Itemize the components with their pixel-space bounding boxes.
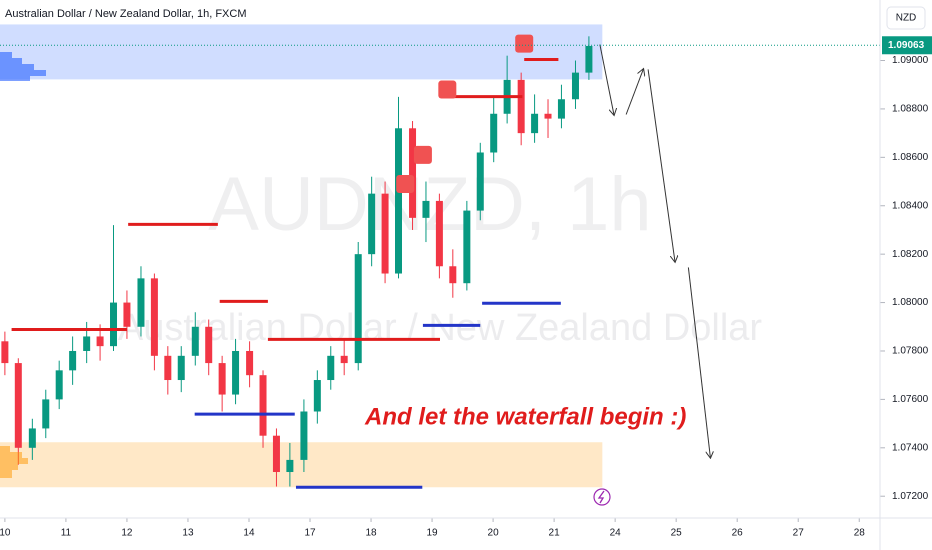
x-tick-label: 25 xyxy=(671,528,683,539)
last-price-label: 1.09063 xyxy=(888,40,925,51)
candle-body xyxy=(259,375,267,436)
x-tick-label: 21 xyxy=(549,528,561,539)
y-tick-label: 1.07400 xyxy=(892,442,929,453)
marker xyxy=(396,174,415,193)
annotation: And let the waterfall begin :) xyxy=(364,403,686,430)
candle-body xyxy=(286,459,294,473)
x-tick-label: 27 xyxy=(793,528,805,539)
last-price-box xyxy=(882,36,932,55)
marker xyxy=(515,34,534,53)
candle-body xyxy=(531,113,539,134)
candle-body xyxy=(272,435,280,473)
candle-body xyxy=(557,99,565,119)
candle-body xyxy=(1,341,9,364)
candle-body xyxy=(585,45,593,73)
y-tick-label: 1.08600 xyxy=(892,152,929,163)
candle-body xyxy=(123,302,131,327)
candle-body xyxy=(83,336,91,351)
marker xyxy=(413,145,432,164)
candle-body xyxy=(395,128,403,274)
watermark: AUDNZD, 1h xyxy=(208,162,651,247)
x-tick-label: 17 xyxy=(304,528,316,539)
projection-arrow xyxy=(599,44,614,115)
candle-body xyxy=(110,302,118,347)
y-tick-label: 1.07200 xyxy=(892,491,929,502)
event-icon[interactable] xyxy=(593,488,611,506)
candle-body xyxy=(490,113,498,153)
candle-body xyxy=(571,72,579,100)
candle-body xyxy=(232,350,240,395)
currency-button[interactable] xyxy=(886,6,926,30)
candle-body xyxy=(327,355,335,381)
candle-body xyxy=(177,355,185,381)
candle-body xyxy=(69,350,77,371)
y-tick-label: 1.08200 xyxy=(892,249,929,260)
candle-body xyxy=(300,411,308,460)
y-tick-label: 1.07800 xyxy=(892,346,929,357)
candle-body xyxy=(55,370,63,400)
volume-profile xyxy=(0,52,46,81)
candle-body xyxy=(381,193,389,274)
x-tick-label: 14 xyxy=(243,528,255,539)
candle-body xyxy=(14,363,22,448)
candle-body xyxy=(150,278,158,356)
chart-title: Australian Dollar / New Zealand Dollar, … xyxy=(5,8,246,20)
candle-body xyxy=(368,193,376,255)
candle-body xyxy=(422,200,430,218)
x-tick-label: 18 xyxy=(365,528,377,539)
currency-label: NZD xyxy=(896,13,917,24)
candle-body xyxy=(354,254,362,364)
x-tick-label: 19 xyxy=(427,528,439,539)
projection-arrow xyxy=(625,69,643,115)
candle-body xyxy=(313,380,321,412)
candle-body xyxy=(340,355,348,364)
candle-body xyxy=(96,336,104,347)
x-tick-label: 10 xyxy=(0,528,11,539)
projection-arrow xyxy=(687,267,710,457)
y-tick-label: 1.08800 xyxy=(892,104,929,115)
candle-body xyxy=(449,266,457,284)
candle-body xyxy=(476,152,484,211)
volume-profile xyxy=(0,446,28,478)
candle-body xyxy=(246,350,254,376)
x-tick-label: 11 xyxy=(61,528,72,539)
candle-body xyxy=(28,428,36,448)
x-tick-label: 12 xyxy=(121,528,133,539)
projection-arrow xyxy=(647,69,675,261)
candle-body xyxy=(218,363,226,395)
candle-body xyxy=(517,79,525,134)
marker xyxy=(438,80,457,99)
event-icon-bolt xyxy=(597,490,605,504)
y-tick-label: 1.08000 xyxy=(892,297,929,308)
candle-body xyxy=(435,200,443,267)
y-tick-label: 1.08400 xyxy=(892,200,929,211)
candle-body xyxy=(137,278,145,327)
x-tick-label: 24 xyxy=(610,528,622,539)
candle-body xyxy=(164,355,172,381)
x-tick-label: 13 xyxy=(182,528,194,539)
watermark-subtitle: Australian Dollar / New Zealand Dollar xyxy=(118,307,763,349)
x-tick-label: 20 xyxy=(488,528,500,539)
candle-body xyxy=(191,326,199,356)
candle-body xyxy=(42,399,50,429)
x-tick-label: 28 xyxy=(854,528,866,539)
candle-body xyxy=(544,113,552,119)
candle-body xyxy=(409,128,417,218)
y-tick-label: 1.07600 xyxy=(892,394,929,405)
candle-body xyxy=(205,326,213,364)
x-tick-label: 26 xyxy=(732,528,744,539)
y-tick-label: 1.09000 xyxy=(892,55,929,66)
zone xyxy=(0,24,603,80)
candle-body xyxy=(463,210,471,284)
